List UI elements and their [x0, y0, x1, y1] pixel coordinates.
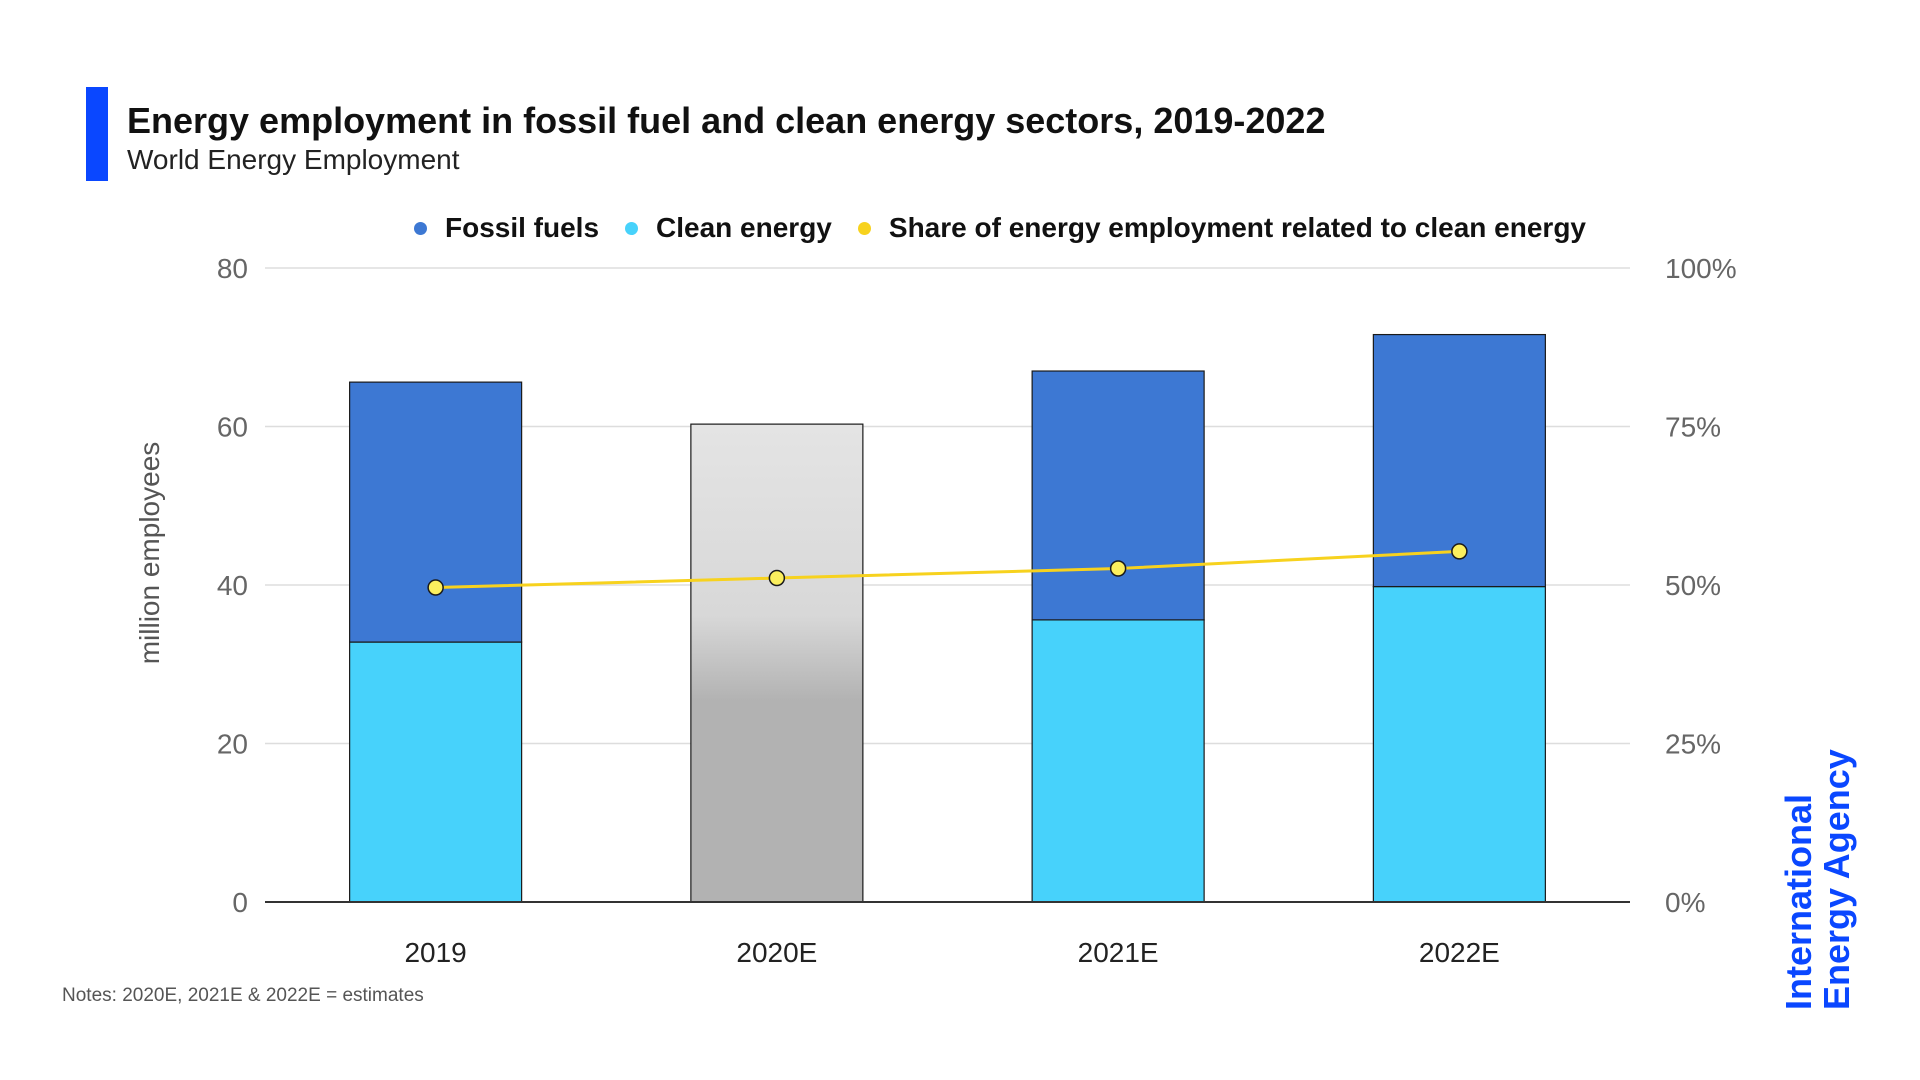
- bar-clean-energy: [349, 641, 523, 903]
- share-point: [768, 569, 786, 587]
- bar-estimate-total: [690, 423, 864, 903]
- chart-note: Notes: 2020E, 2021E & 2022E = estimates: [62, 985, 424, 1006]
- x-tick-label: 2021E: [1078, 937, 1159, 968]
- y2-tick-label: 100%: [1665, 253, 1737, 284]
- x-tick-label: 2020E: [736, 937, 817, 968]
- logo-line-1: International: [1778, 793, 1819, 1010]
- bar-clean-energy: [1031, 619, 1205, 903]
- title-accent-bar: [86, 87, 108, 181]
- y-tick-label: 20: [217, 729, 248, 760]
- legend-item-clean: Clean energy: [625, 212, 832, 244]
- logo-line-2: Energy Agency: [1816, 749, 1857, 1010]
- legend-dot-clean-icon: [625, 221, 639, 235]
- y-tick-label: 60: [217, 412, 248, 443]
- x-tick-label: 2019: [404, 937, 466, 968]
- y2-tick-label: 25%: [1665, 729, 1721, 760]
- legend-item-fossil: Fossil fuels: [413, 212, 600, 244]
- bar-fossil-fuels: [349, 381, 523, 643]
- y2-tick-label: 0%: [1665, 887, 1705, 918]
- y2-tick-label: 75%: [1665, 412, 1721, 443]
- share-point: [1109, 560, 1127, 577]
- legend-label-fossil: Fossil fuels: [444, 212, 600, 243]
- share-line: [435, 549, 1460, 590]
- legend-dot-fossil-icon: [413, 221, 427, 235]
- share-point: [427, 579, 444, 596]
- legend: Fossil fuels Clean energy Share of energ…: [0, 212, 1920, 244]
- chart-title: Energy employment in fossil fuel and cle…: [127, 100, 1326, 141]
- bar-fossil-fuels: [1031, 370, 1205, 621]
- legend-label-clean: Clean energy: [656, 212, 832, 243]
- legend-label-share: Share of energy employment related to cl…: [888, 212, 1587, 243]
- iea-logo: International Energy Agency: [1778, 749, 1857, 1010]
- chart-subtitle: World Energy Employment: [127, 144, 460, 175]
- bar-clean-energy: [1372, 585, 1546, 903]
- legend-item-share: Share of energy employment related to cl…: [857, 212, 1587, 244]
- legend-dot-share-icon: [857, 221, 871, 235]
- share-point: [1451, 543, 1468, 560]
- y-tick-label: 80: [217, 253, 248, 284]
- y-tick-label: 0: [232, 887, 248, 918]
- x-tick-label: 2022E: [1419, 937, 1500, 968]
- y-tick-label: 40: [217, 570, 248, 601]
- y2-tick-label: 50%: [1665, 570, 1721, 601]
